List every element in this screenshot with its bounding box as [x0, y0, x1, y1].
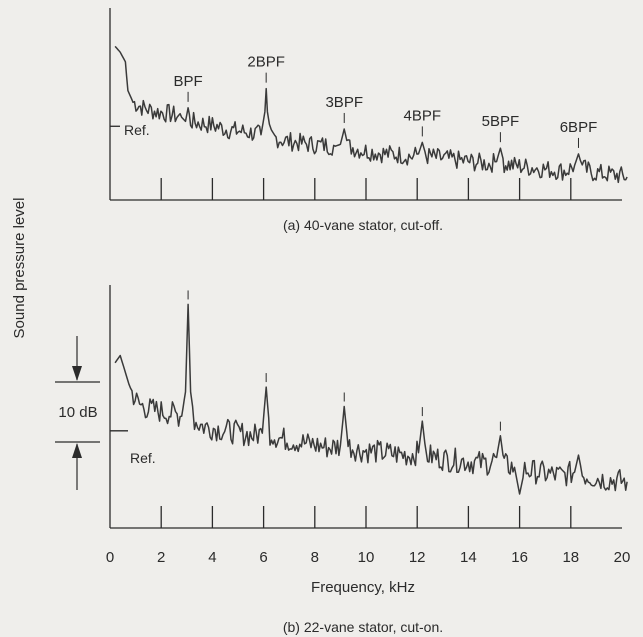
panel-b: 0 2 4 6 8 10 12 14 16 18 20 Ref. (b) 22-vane stator,…: [106, 285, 631, 635]
peak-label: BPF: [173, 73, 202, 90]
peak-label: 3BPF: [325, 94, 363, 111]
x-tick-label: 10: [358, 549, 375, 566]
x-tick-label: 4: [208, 549, 216, 566]
x-axis-label: Frequency, kHz: [311, 579, 415, 596]
x-tick-label: 8: [311, 549, 319, 566]
x-tick-label: 2: [157, 549, 165, 566]
x-tick-label: 16: [511, 549, 528, 566]
peak-label: 2BPF: [247, 54, 285, 71]
ref-label: Ref.: [130, 450, 156, 466]
peak-label: 4BPF: [404, 107, 442, 124]
x-tick-label: 12: [409, 549, 426, 566]
arrow-up-icon: [72, 443, 82, 458]
x-tick-label: 6: [259, 549, 267, 566]
peak-label: 6BPF: [560, 119, 598, 136]
x-tick-label: 20: [614, 549, 631, 566]
peak-label: 5BPF: [482, 113, 520, 130]
ref-label: Ref.: [124, 122, 150, 138]
scale-bar: 10 dB: [55, 336, 100, 490]
panel-caption: (b) 22-vane stator, cut-on.: [283, 619, 443, 635]
y-axis-label: Sound pressure level: [11, 198, 28, 339]
spectrum-trace: [114, 45, 628, 184]
panel-caption: (a) 40-vane stator, cut-off.: [283, 217, 443, 233]
arrow-down-icon: [72, 366, 82, 381]
spectrum-trace: [114, 303, 628, 495]
x-tick-label: 0: [106, 549, 114, 566]
x-tick-label: 14: [460, 549, 477, 566]
scale-bar-label: 10 dB: [58, 404, 97, 421]
x-tick-label: 18: [562, 549, 579, 566]
panel-a: Ref. BPF 2BPF 3BPF 4BPF 5BPF 6BPF (a) 40-vane s…: [109, 8, 628, 233]
